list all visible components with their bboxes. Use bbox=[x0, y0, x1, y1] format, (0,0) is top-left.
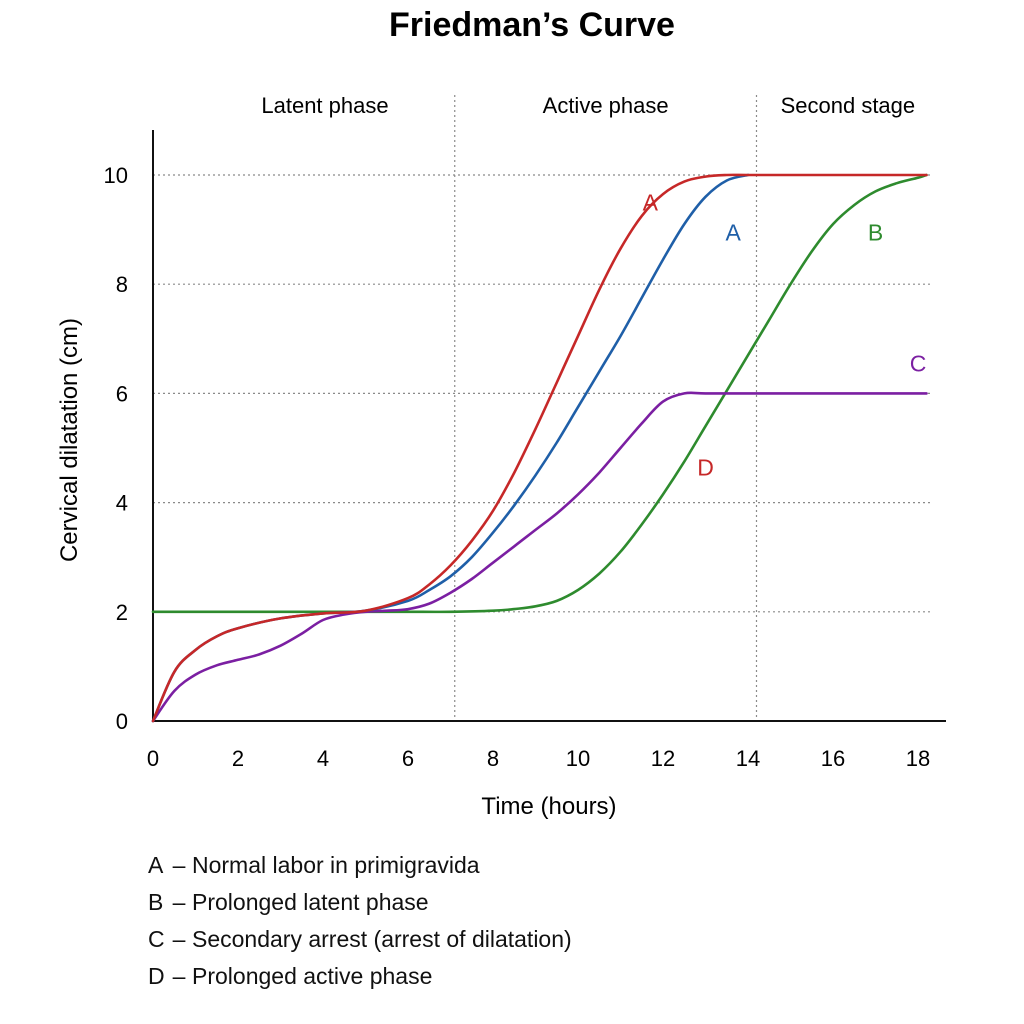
x-tick-label: 8 bbox=[487, 746, 499, 771]
y-tick-label: 6 bbox=[116, 381, 128, 406]
legend-text: Prolonged active phase bbox=[192, 963, 433, 989]
legend-item: B – Prolonged latent phase bbox=[148, 885, 848, 922]
curve-label-layer: A A B C D bbox=[643, 189, 927, 480]
x-tick-label: 16 bbox=[821, 746, 845, 771]
legend-key: B bbox=[148, 889, 164, 915]
legend-text: Normal labor in primigravida bbox=[192, 852, 480, 878]
legend-dash: – bbox=[172, 889, 186, 915]
legend-text: Secondary arrest (arrest of dilatation) bbox=[192, 926, 572, 952]
y-tick-label: 2 bbox=[116, 600, 128, 625]
y-axis-label: Cervical dilatation (cm) bbox=[56, 318, 83, 562]
curve-label: A bbox=[643, 189, 659, 215]
x-tick-label: 6 bbox=[402, 746, 414, 771]
legend-dash: – bbox=[172, 963, 186, 989]
x-tick-label: 18 bbox=[906, 746, 930, 771]
x-tick-label: 10 bbox=[566, 746, 590, 771]
curve-label: C bbox=[910, 351, 927, 377]
curve-label: A bbox=[725, 220, 741, 246]
x-tick-label: 0 bbox=[147, 746, 159, 771]
x-tick-label: 2 bbox=[232, 746, 244, 771]
x-tick-label: 14 bbox=[736, 746, 760, 771]
legend-item: A – Normal labor in primigravida bbox=[148, 848, 848, 885]
legend-key: D bbox=[148, 963, 165, 989]
series-line-c-3 bbox=[151, 391, 928, 723]
y-tick-label: 10 bbox=[104, 163, 128, 188]
series-line-a-1 bbox=[151, 173, 750, 723]
x-tick-label: 4 bbox=[317, 746, 329, 771]
series-line-a-0 bbox=[151, 173, 928, 723]
tick-layer: 0 2 4 6 8 10 0 2 4 6 8 10 12 14 16 18 bbox=[104, 163, 931, 771]
y-tick-label: 8 bbox=[116, 272, 128, 297]
series-layer bbox=[151, 173, 928, 723]
legend-key: A bbox=[148, 852, 164, 878]
y-tick-label: 4 bbox=[116, 491, 128, 516]
phase-label: Active phase bbox=[543, 93, 669, 118]
y-tick-label: 0 bbox=[116, 709, 128, 734]
chart-title: Friedman’s Curve bbox=[389, 6, 675, 44]
legend-item: D – Prolonged active phase bbox=[148, 959, 848, 996]
phase-label: Second stage bbox=[781, 93, 916, 118]
phase-layer: Latent phase Active phase Second stage bbox=[261, 93, 915, 721]
curve-label: B bbox=[868, 220, 883, 246]
curve-label: D bbox=[697, 454, 714, 480]
x-axis-label: Time (hours) bbox=[481, 793, 616, 820]
legend-item: C – Secondary arrest (arrest of dilatation… bbox=[148, 922, 848, 959]
legend-dash: – bbox=[172, 852, 186, 878]
legend: A – Normal labor in primigravida B – Prolong… bbox=[148, 848, 848, 996]
legend-text: Prolonged latent phase bbox=[192, 889, 429, 915]
phase-label: Latent phase bbox=[261, 93, 388, 118]
x-tick-label: 12 bbox=[651, 746, 675, 771]
legend-key: C bbox=[148, 926, 165, 952]
legend-dash: – bbox=[172, 926, 186, 952]
series-line-b-2 bbox=[151, 173, 928, 614]
